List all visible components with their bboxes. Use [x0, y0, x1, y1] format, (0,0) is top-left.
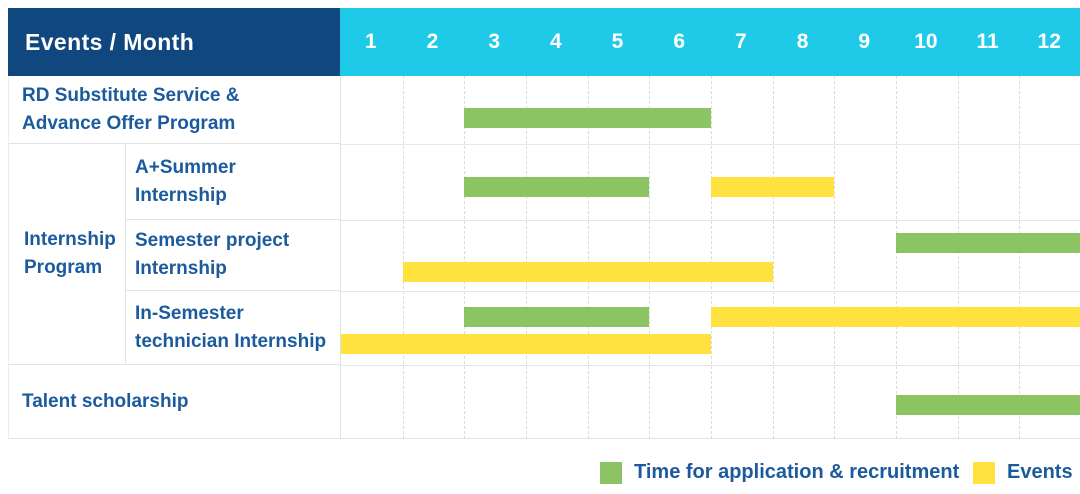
schedule-table: Events / Month 1 2 3 4 5 6 7 8 9 10 11 12 RD Substi…	[8, 8, 1080, 439]
month-gridline	[587, 76, 589, 439]
month-header-2: 2	[426, 30, 439, 53]
month-gridline	[957, 76, 959, 439]
month-header-5: 5	[611, 30, 624, 53]
month-gridline	[402, 76, 404, 439]
legend-events-label: Events	[1007, 461, 1073, 483]
month-gridline	[464, 76, 466, 439]
month-header-9: 9	[858, 30, 871, 53]
month-header-8: 8	[796, 30, 809, 53]
legend-item-events: Events	[973, 461, 1073, 484]
month-gridline	[1019, 76, 1021, 439]
month-gridline	[834, 76, 836, 439]
month-header-6: 6	[673, 30, 686, 53]
events-bar	[711, 307, 1080, 327]
events-bar	[402, 262, 773, 282]
month-gridline	[649, 76, 651, 439]
row-gridline	[341, 144, 1080, 145]
months-header: 1 2 3 4 5 6 7 8 9 10 11 12	[340, 8, 1080, 76]
application-color-swatch-icon	[600, 461, 622, 484]
month-header-10: 10	[914, 30, 938, 53]
application-bar	[464, 108, 711, 128]
corner-label: Events / Month	[25, 28, 195, 55]
month-header-7: 7	[735, 30, 747, 53]
application-bar	[464, 177, 650, 197]
application-bar	[464, 307, 650, 327]
events-bar	[341, 334, 711, 354]
month-header-3: 3	[488, 30, 501, 53]
corner-cell: Events / Month	[8, 8, 340, 76]
row-label-semester-project: Semester project Internship	[126, 220, 341, 291]
month-header-4: 4	[550, 30, 562, 53]
row-label-talent-scholarship: Talent scholarship	[9, 365, 341, 439]
events-bar	[711, 177, 835, 197]
month-gridline	[711, 76, 712, 439]
legend-item-application: Time for application & recruitment	[600, 461, 959, 484]
row-label-a-plus-summer: A+Summer Internship	[126, 144, 341, 220]
row-gridline	[341, 365, 1080, 366]
month-gridline	[896, 76, 897, 439]
row-label-in-semester: In-Semester technician Internship	[126, 291, 341, 365]
month-header-11: 11	[976, 30, 999, 53]
month-gridline	[772, 76, 774, 439]
table-body: RD Substitute Service & Advance Offer Pr…	[8, 76, 1080, 439]
table-header: Events / Month 1 2 3 4 5 6 7 8 9 10 11 12	[8, 8, 1080, 76]
month-gridline	[526, 76, 527, 439]
month-header-12: 12	[1037, 30, 1061, 53]
month-header-1: 1	[364, 30, 377, 53]
row-group-label-internship-program: Internship Program	[9, 144, 126, 365]
application-bar	[896, 395, 1080, 415]
row-gridline	[341, 220, 1080, 221]
application-bar	[896, 233, 1080, 253]
gantt-chart-area	[341, 76, 1080, 439]
legend-application-label: Time for application & recruitment	[634, 461, 960, 483]
events-color-swatch-icon	[973, 461, 995, 484]
row-label-rd-substitute: RD Substitute Service & Advance Offer Pr…	[9, 76, 341, 144]
row-gridline	[341, 291, 1080, 292]
